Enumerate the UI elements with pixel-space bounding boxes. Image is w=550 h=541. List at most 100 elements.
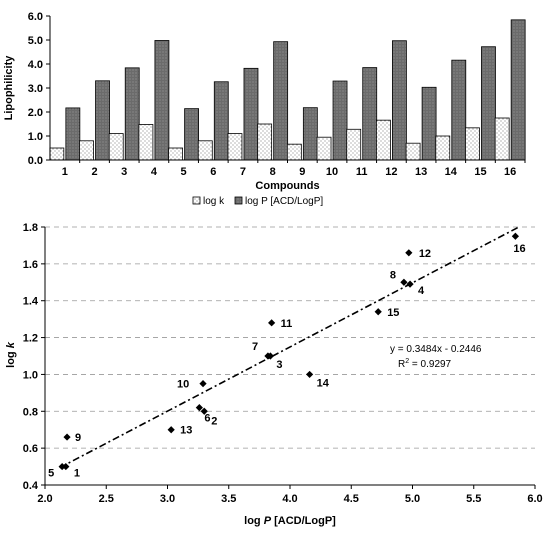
scatter-point-label: 14 <box>317 377 330 389</box>
bar-x-tick-label: 9 <box>299 166 305 178</box>
scatter-y-tick-label: 0.6 <box>23 443 38 455</box>
scatter-point-14 <box>306 370 314 379</box>
bar-x-tick-label: 15 <box>474 166 486 178</box>
scatter-point-6 <box>195 404 203 412</box>
bar-log-p-3 <box>124 67 140 161</box>
scatter-x-tick-label: 6.0 <box>527 493 542 505</box>
trendline <box>59 226 519 469</box>
scatter-point-label: 5 <box>48 468 54 480</box>
bar-log-p-2 <box>95 80 110 161</box>
legend-swatch-log-p <box>234 196 243 205</box>
scatter-point-1 <box>62 462 70 471</box>
bar-x-tick-label: 16 <box>504 166 516 178</box>
scatter-point-label: 10 <box>177 379 189 391</box>
scatter-y-tick-label: 1.0 <box>23 369 38 381</box>
bar-x-tick-label: 3 <box>121 166 127 178</box>
bar-y-tick-label: 5.0 <box>28 35 43 47</box>
bar-log-k-9 <box>286 143 302 161</box>
scatter-y-tick-label: 0.4 <box>23 480 39 492</box>
bar-x-tick-label: 14 <box>445 166 458 178</box>
scatter-x-tick-label: 5.5 <box>466 493 481 505</box>
bar-x-tick-label: 5 <box>181 166 187 178</box>
scatter-point-2 <box>200 407 208 415</box>
scatter-point-label: 12 <box>419 248 431 260</box>
scatter-x-tick-label: 4.5 <box>344 493 359 505</box>
scatter-point-10 <box>199 380 207 388</box>
scatter-y-axis-label: log k <box>5 341 17 368</box>
scatter-point-13 <box>167 426 175 434</box>
scatter-point-label: 16 <box>513 243 525 255</box>
bar-x-tick-label: 10 <box>326 166 338 178</box>
scatter-point-7 <box>264 352 272 360</box>
bar-y-tick-label: 2.0 <box>28 107 43 119</box>
bar-y-tick-label: 1.0 <box>28 131 43 143</box>
scatter-point-label: 8 <box>390 269 396 281</box>
scatter-point-16 <box>511 232 519 240</box>
scatter-point-12 <box>405 249 413 257</box>
bar-log-k-6 <box>197 140 213 161</box>
scatter-y-tick-label: 0.8 <box>23 406 38 418</box>
bar-log-k-5 <box>168 147 183 161</box>
scatter-x-tick-label: 5.0 <box>405 493 420 505</box>
bar-log-p-1 <box>65 107 81 161</box>
bar-x-tick-label: 4 <box>151 166 158 178</box>
legend-swatch-log-k <box>192 196 201 205</box>
scatter-point-15 <box>374 308 382 316</box>
scatter-point-label: 13 <box>180 425 192 437</box>
bar-x-tick-label: 12 <box>385 166 397 178</box>
bar-legend: log k log P [ACD/LogP] <box>192 196 323 207</box>
bar-log-p-15 <box>481 46 496 161</box>
bar-x-tick-label: 2 <box>91 166 97 178</box>
bar-log-k-10 <box>316 136 332 161</box>
bar-log-p-16 <box>510 19 526 161</box>
bar-log-k-13 <box>405 142 421 161</box>
bar-log-p-9 <box>302 107 318 161</box>
bar-log-p-11 <box>362 67 378 161</box>
bar-log-k-4 <box>138 124 154 161</box>
bar-log-k-7 <box>227 133 243 161</box>
bar-log-p-12 <box>392 40 407 161</box>
scatter-point-4 <box>406 280 414 288</box>
r-squared-label: R2 = 0.9297 <box>398 358 452 370</box>
scatter-point-label: 9 <box>75 432 81 444</box>
scatter-point-9 <box>63 433 71 441</box>
scatter-point-label: 4 <box>418 285 425 297</box>
scatter-y-tick-label: 1.4 <box>23 296 39 308</box>
bar-y-tick-label: 0.0 <box>28 155 43 167</box>
bar-log-p-13 <box>421 86 437 161</box>
bar-log-k-15 <box>465 127 480 161</box>
scatter-point-8 <box>400 278 408 286</box>
scatter-x-tick-label: 2.5 <box>99 493 114 505</box>
bar-log-k-1 <box>49 147 65 161</box>
trendline-equation: y = 0.3484x - 0.2446 <box>390 344 482 355</box>
bar-x-tick-label: 8 <box>270 166 276 178</box>
scatter-point-5 <box>58 462 66 471</box>
bar-y-tick-label: 6.0 <box>28 11 43 23</box>
legend-label-log-p: log P [ACD/LogP] <box>245 196 323 207</box>
bar-y-tick-label: 4.0 <box>28 59 43 71</box>
bar-log-k-12 <box>376 119 391 161</box>
bar-log-p-14 <box>451 59 467 161</box>
scatter-x-tick-label: 3.5 <box>221 493 236 505</box>
bar-log-k-14 <box>435 135 451 161</box>
scatter-point-label: 11 <box>281 318 293 330</box>
bar-x-tick-label: 6 <box>210 166 216 178</box>
bar-log-p-8 <box>273 41 289 161</box>
bar-log-k-8 <box>257 123 273 161</box>
bar-x-tick-label: 7 <box>240 166 246 178</box>
scatter-y-tick-label: 1.8 <box>23 222 38 234</box>
legend-label-log-k: log k <box>203 196 225 207</box>
scatter-x-axis-label: log P [ACD/LogP] <box>244 515 336 527</box>
bar-log-p-4 <box>154 40 170 161</box>
scatter-point-label: 3 <box>276 359 282 371</box>
scatter-x-tick-label: 2.0 <box>37 493 52 505</box>
bar-log-k-2 <box>79 140 94 161</box>
scatter-x-tick-label: 3.0 <box>160 493 175 505</box>
bar-log-p-10 <box>332 80 348 161</box>
scatter-point-label: 6 <box>204 413 210 425</box>
bar-log-k-3 <box>108 133 124 161</box>
bar-y-tick-label: 3.0 <box>28 83 43 95</box>
scatter-point-label: 1 <box>74 468 80 480</box>
bar-x-axis-label: Compounds <box>255 180 319 192</box>
